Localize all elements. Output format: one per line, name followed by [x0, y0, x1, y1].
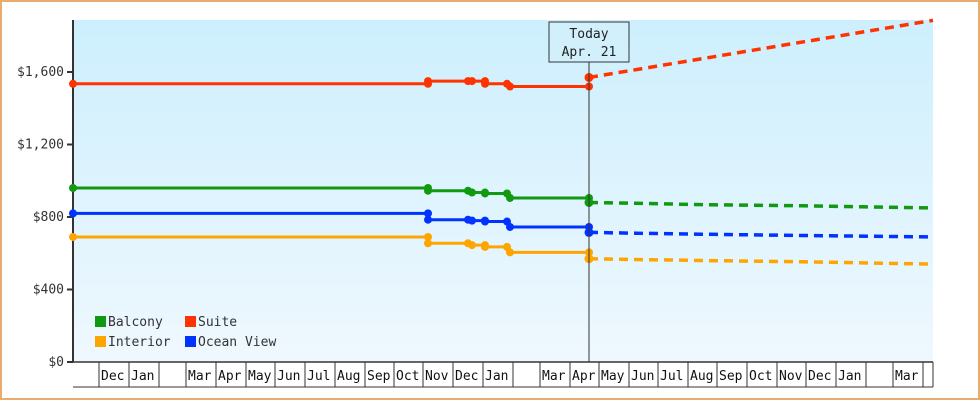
legend-item-interior[interactable]: Interior: [95, 335, 171, 350]
month-label: Dec: [455, 369, 478, 384]
data-point[interactable]: [481, 79, 489, 88]
legend-item-suite[interactable]: Suite: [185, 315, 237, 330]
series-lines: [69, 18, 934, 266]
y-tick-label: $400: [33, 283, 64, 298]
data-point[interactable]: [506, 222, 514, 231]
month-label: Jan: [131, 369, 154, 384]
month-label: May: [248, 369, 272, 384]
legend-swatch: [95, 316, 106, 327]
x-axis: Dec Jan Mar Apr May Jun Jul Aug Sep Oct Nov Dec Jan M…: [73, 361, 934, 388]
data-point[interactable]: [424, 232, 432, 241]
data-point[interactable]: [468, 77, 476, 86]
data-point[interactable]: [69, 184, 77, 192]
plot-area: [73, 20, 933, 362]
series-suite: [69, 18, 934, 91]
y-tick-label: $800: [33, 210, 64, 225]
month-label: Sep: [367, 369, 391, 384]
legend-swatch: [185, 336, 196, 347]
data-point[interactable]: [69, 209, 77, 218]
data-point[interactable]: [468, 241, 476, 250]
month-label: Jan: [838, 369, 861, 384]
month-label: Sep: [719, 369, 743, 384]
month-label: Jul: [660, 369, 683, 384]
data-point[interactable]: [481, 189, 489, 198]
legend-label: Balcony: [108, 315, 163, 330]
legend: Balcony Suite Interior Ocean View: [95, 315, 276, 350]
data-point[interactable]: [424, 77, 432, 86]
data-point[interactable]: [424, 215, 432, 224]
legend-label: Ocean View: [198, 335, 276, 350]
month-label: Dec: [101, 369, 124, 384]
month-label: Apr: [572, 369, 596, 384]
month-label: Aug: [337, 369, 360, 384]
today-date: Apr. 21: [562, 45, 617, 60]
month-label: May: [601, 369, 625, 384]
y-axis: $0 $400 $800 $1,200 $1,600: [17, 20, 74, 370]
month-label: Oct: [749, 369, 772, 384]
month-label: Jan: [485, 369, 508, 384]
month-label: Nov: [425, 369, 449, 384]
data-point[interactable]: [424, 209, 432, 218]
legend-swatch: [185, 316, 196, 327]
data-point[interactable]: [506, 193, 514, 202]
data-point[interactable]: [69, 79, 77, 88]
legend-label: Interior: [108, 335, 171, 350]
data-point[interactable]: [424, 186, 432, 195]
forecast-line: [588, 200, 934, 210]
today-marker: Today Apr. 21: [548, 21, 630, 362]
y-tick-label: $1,200: [17, 138, 64, 153]
y-tick-label: $1,600: [17, 65, 64, 80]
legend-label: Suite: [198, 315, 237, 330]
data-point[interactable]: [481, 217, 489, 226]
legend-item-balcony[interactable]: Balcony: [95, 315, 163, 330]
series-ocean-view: [69, 209, 934, 239]
data-point[interactable]: [69, 232, 77, 241]
forecast-line: [588, 230, 934, 239]
month-label: Mar: [188, 369, 212, 384]
month-label: Apr: [218, 369, 242, 384]
month-label: Mar: [542, 369, 566, 384]
forecast-line: [588, 18, 934, 80]
data-point[interactable]: [424, 239, 432, 248]
today-label: Today: [569, 27, 608, 42]
month-label: Nov: [779, 369, 803, 384]
month-label: Jul: [307, 369, 330, 384]
month-label: Dec: [808, 369, 831, 384]
series-interior: [69, 232, 934, 266]
data-point[interactable]: [468, 188, 476, 197]
series-balcony: [69, 184, 934, 210]
forecast-line: [588, 256, 934, 266]
data-point[interactable]: [468, 216, 476, 225]
month-label: Aug: [690, 369, 713, 384]
legend-swatch: [95, 336, 106, 347]
today-tooltip: [548, 21, 630, 63]
month-label: Oct: [396, 369, 419, 384]
data-point[interactable]: [481, 242, 489, 251]
month-label: Jun: [631, 369, 654, 384]
data-point[interactable]: [506, 248, 514, 257]
month-label: Jun: [277, 369, 300, 384]
legend-item-ocean-view[interactable]: Ocean View: [185, 335, 276, 350]
month-label: Mar: [895, 369, 919, 384]
data-point[interactable]: [506, 82, 514, 91]
y-tick-label: $0: [48, 355, 64, 370]
